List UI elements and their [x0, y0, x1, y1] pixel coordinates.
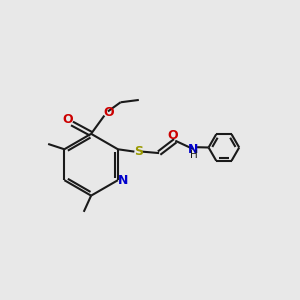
Text: O: O: [103, 106, 114, 119]
Text: N: N: [188, 143, 199, 156]
Text: S: S: [134, 145, 143, 158]
Text: O: O: [62, 113, 73, 126]
Text: O: O: [167, 129, 178, 142]
Text: H: H: [190, 150, 197, 161]
Text: N: N: [118, 174, 128, 187]
